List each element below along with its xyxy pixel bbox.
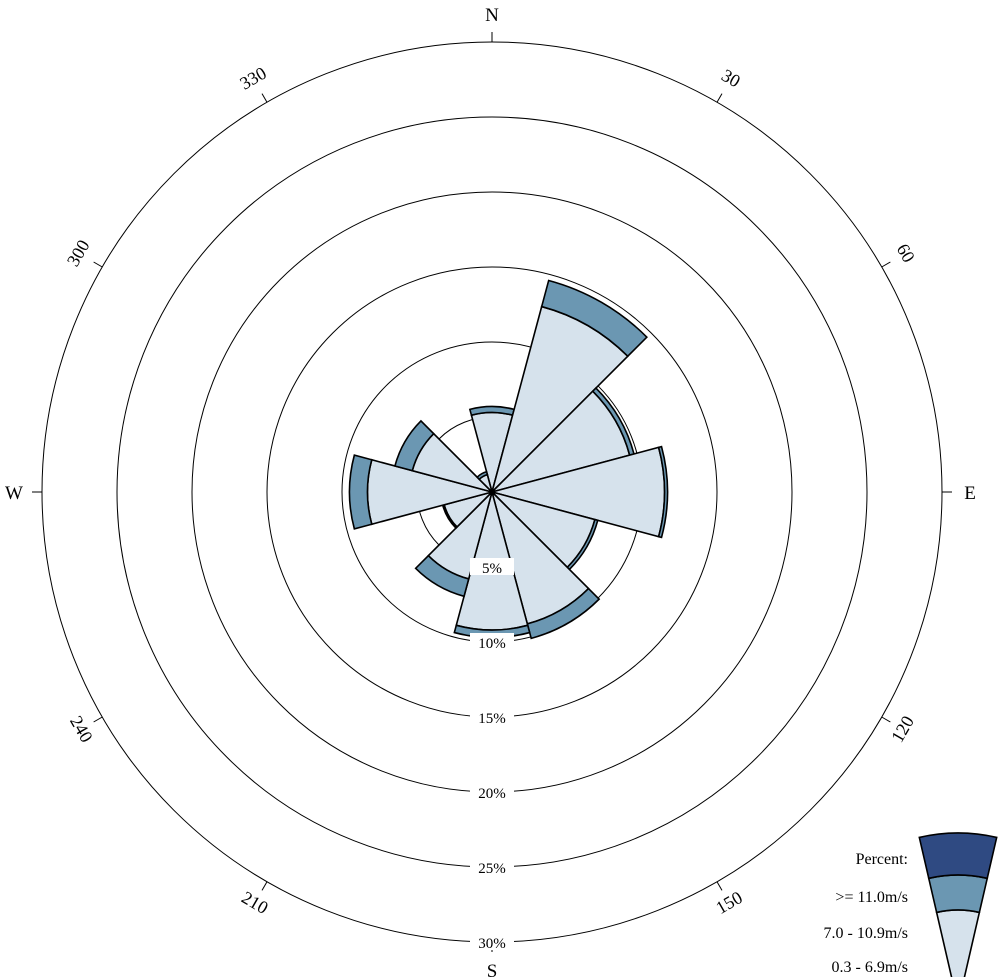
petal-300-series-1	[393, 419, 435, 472]
petal-30-series-1	[540, 279, 648, 358]
compass-label: E	[964, 483, 976, 504]
angle-label: 300	[63, 236, 94, 269]
radial-label-bg-20	[470, 783, 514, 800]
radial-label-bg-25	[470, 858, 514, 875]
radial-label-bg-5	[470, 558, 514, 575]
petal-210-series-1	[414, 554, 470, 598]
angle-tick-60	[881, 261, 891, 268]
angle-tick-330	[261, 93, 268, 103]
petal-90-series-1	[657, 445, 669, 539]
angle-tick-150	[716, 881, 723, 891]
radial-label-bg-10	[470, 633, 514, 650]
angle-label: 210	[238, 887, 271, 918]
compass-label: N	[485, 5, 499, 26]
angle-tick-240	[93, 716, 103, 723]
angle-label: 150	[712, 887, 745, 918]
angle-label: 60	[893, 240, 919, 266]
angle-label: 30	[718, 65, 744, 91]
compass-label: W	[5, 483, 23, 504]
legend-swatch-mid	[927, 874, 989, 914]
legend-label-mid: 7.0 - 10.9m/s	[824, 925, 908, 942]
legend-swatch-low	[935, 909, 981, 977]
radial-tick-label: 5%	[482, 561, 502, 577]
radial-tick-label: 25%	[478, 861, 506, 877]
radial-tick-label: 10%	[478, 636, 506, 652]
angle-label: 120	[887, 712, 918, 745]
legend-label-low: 0.3 - 6.9m/s	[832, 959, 908, 976]
legend-label-high: >= 11.0m/s	[835, 889, 908, 906]
legend: Percent: >= 11.0m/s 7.0 - 10.9m/s 0.3 - …	[824, 832, 998, 977]
compass-label: S	[487, 961, 498, 977]
radial-tick-label: 30%	[478, 936, 506, 952]
legend-title: Percent:	[856, 851, 908, 868]
wind-rose-petals	[348, 279, 669, 640]
angle-tick-210	[261, 881, 268, 891]
angle-tick-300	[93, 261, 103, 268]
radial-tick-label: 20%	[478, 786, 506, 802]
angle-tick-120	[881, 716, 891, 723]
angle-label: 240	[66, 712, 97, 745]
petal-270-series-1	[348, 454, 373, 530]
radial-label-bg-30	[470, 933, 514, 950]
radial-tick-label: 15%	[478, 711, 506, 727]
petal-150-series-1	[526, 587, 601, 640]
angle-tick-30	[716, 93, 723, 103]
legend-swatch-high	[918, 832, 998, 880]
angle-label: 330	[236, 63, 269, 94]
petal-330-series-1	[476, 470, 489, 481]
radial-label-bg-15	[470, 708, 514, 725]
